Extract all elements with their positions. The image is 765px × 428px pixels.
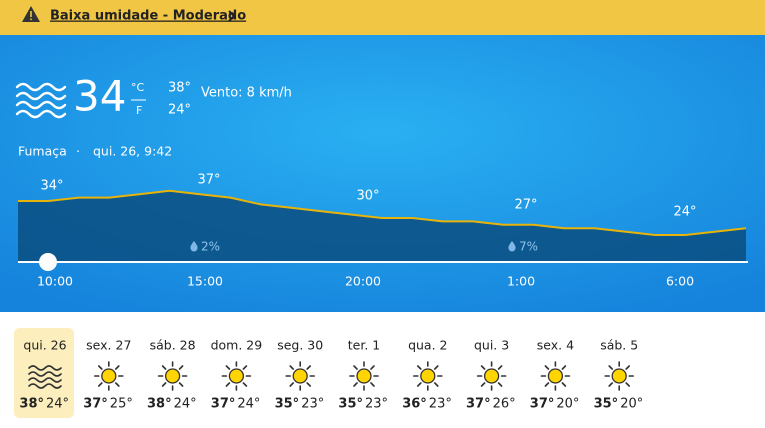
- time-label: 6:00: [666, 274, 694, 289]
- high-temp: 35°: [594, 397, 619, 412]
- warning-mark: [30, 11, 32, 17]
- low-temp: 24°: [174, 397, 197, 412]
- temp-label: 34°: [40, 179, 63, 194]
- low-temp: 25°: [110, 397, 133, 412]
- hourly-chart: 34° 37° 30° 27° 24° 2% 7% 10:00 15:00 20:00 1:00 6:…: [18, 173, 748, 289]
- temp-label: 27°: [514, 198, 537, 213]
- condition: Fumaça: [18, 144, 67, 159]
- day-name[interactable]: dom. 29: [211, 338, 263, 353]
- day-name[interactable]: qui. 3: [474, 338, 509, 353]
- day-name[interactable]: ter. 1: [348, 338, 380, 353]
- precipitation: 7%: [519, 240, 538, 254]
- low-temp: 23°: [365, 397, 388, 412]
- time-label: 15:00: [187, 274, 223, 289]
- temp-label: 30°: [356, 189, 379, 204]
- alert-text[interactable]: Baixa umidade - Moderado: [50, 9, 246, 24]
- temp-label: 24°: [673, 205, 696, 220]
- day-name[interactable]: sáb. 28: [150, 338, 196, 353]
- low-temp: 24°: [168, 103, 191, 118]
- low-temp: 23°: [301, 397, 324, 412]
- selected-day[interactable]: [14, 328, 74, 418]
- sun-icon: [94, 361, 124, 391]
- sun-icon: [604, 361, 635, 391]
- high-temp: 36°: [402, 397, 427, 412]
- precipitation: 2%: [201, 240, 220, 254]
- current-temp: 34: [73, 72, 126, 121]
- separator-dot: ·: [76, 144, 80, 159]
- time-label: 20:00: [345, 274, 381, 289]
- low-temp: 24°: [46, 397, 69, 412]
- low-temp: 20°: [620, 397, 643, 412]
- high-temp: 37°: [211, 397, 236, 412]
- smoke-icon-large: [15, 82, 67, 119]
- high-temp: 38°: [147, 397, 172, 412]
- day-name[interactable]: sex. 4: [537, 338, 574, 353]
- sun-icon: [476, 361, 507, 391]
- alert-chevron: [228, 10, 236, 22]
- high-temp: 38°: [168, 81, 191, 96]
- day-name[interactable]: qua. 2: [408, 338, 447, 353]
- current-panel: [0, 35, 765, 312]
- day-name[interactable]: sex. 27: [86, 338, 131, 353]
- high-temp: 35°: [275, 397, 300, 412]
- low-temp: 23°: [429, 397, 452, 412]
- low-temp: 20°: [556, 397, 579, 412]
- high-temp: 37°: [83, 397, 108, 412]
- sun-icon: [157, 361, 188, 391]
- temperature-line: [18, 189, 747, 236]
- wind: Vento: 8 km/h: [201, 86, 292, 101]
- alert-bar[interactable]: [0, 0, 765, 35]
- low-temp: 26°: [493, 397, 516, 412]
- drop-icon: [190, 241, 198, 252]
- drop-icon: [508, 241, 516, 252]
- time-label: 10:00: [37, 274, 73, 289]
- unit-fahrenheit[interactable]: F: [136, 104, 142, 117]
- sun-icon: [540, 361, 571, 391]
- high-temp: 38°: [19, 397, 44, 412]
- low-temp: 24°: [237, 397, 260, 412]
- unit-celsius[interactable]: °C: [131, 81, 145, 94]
- temperature-area: [18, 190, 746, 262]
- day-name[interactable]: seg. 30: [277, 338, 323, 353]
- current-time-marker[interactable]: [39, 253, 57, 271]
- daily-panel: [0, 312, 765, 428]
- sun-icon: [285, 361, 316, 391]
- day-name[interactable]: qui. 26: [23, 338, 66, 353]
- high-temp: 35°: [338, 397, 363, 412]
- datetime: qui. 26, 9:42: [93, 144, 172, 159]
- sun-icon: [412, 361, 443, 391]
- sun-icon: [349, 361, 379, 391]
- high-temp: 37°: [530, 397, 555, 412]
- day-name[interactable]: sáb. 5: [600, 338, 638, 353]
- high-temp: 37°: [466, 397, 491, 412]
- sun-icon: [221, 361, 252, 391]
- temp-label: 37°: [197, 173, 220, 188]
- time-label: 1:00: [507, 274, 535, 289]
- warning-dot: [30, 18, 32, 21]
